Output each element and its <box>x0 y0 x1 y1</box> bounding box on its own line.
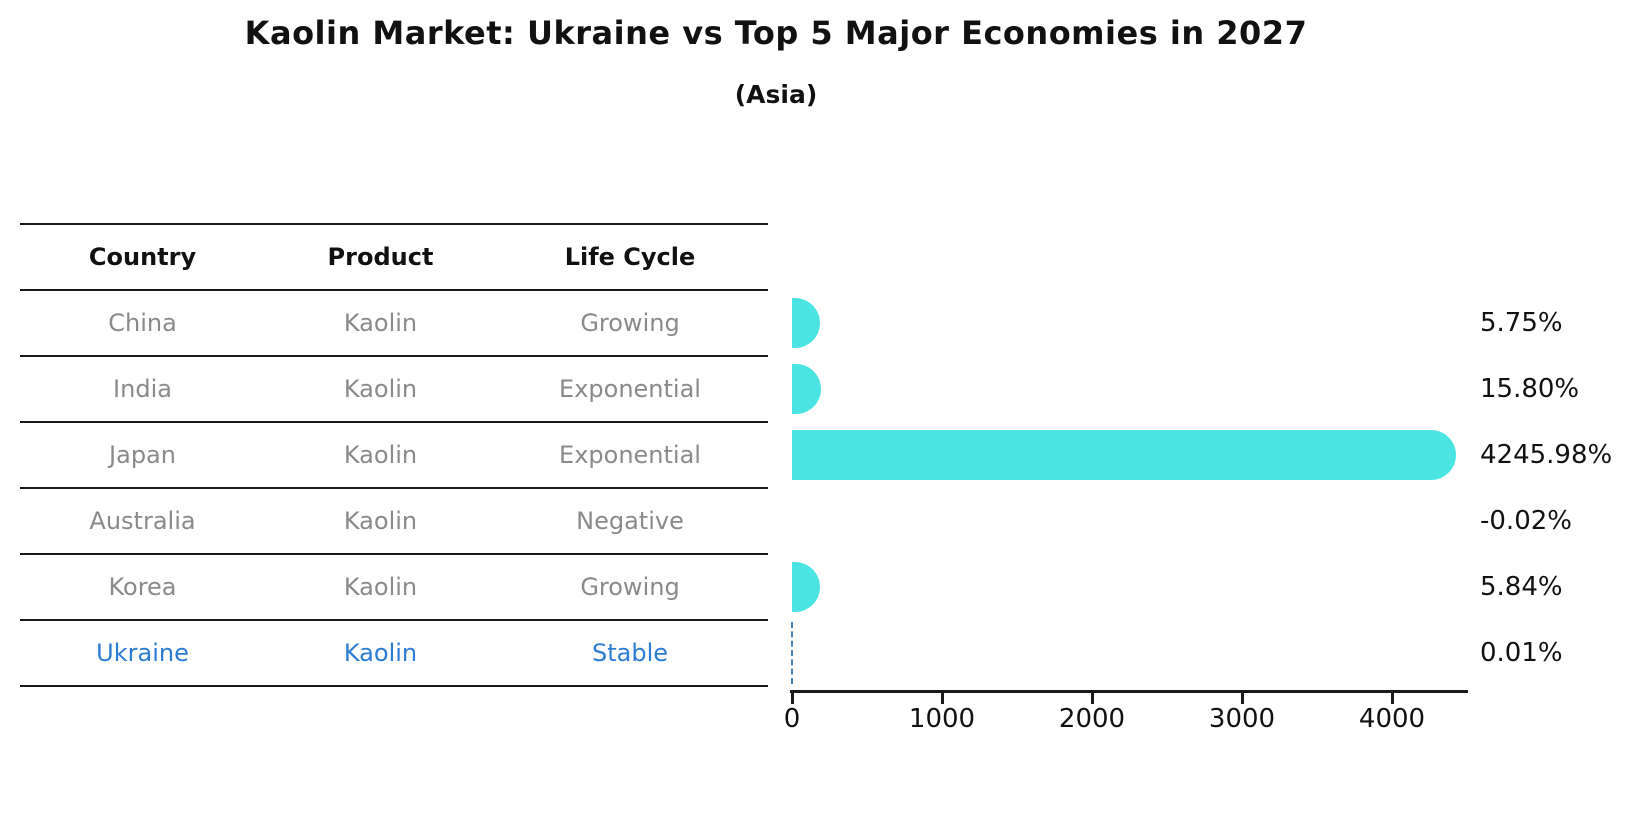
table-rule-bottom <box>20 685 768 687</box>
x-axis-tick-label: 1000 <box>908 704 976 734</box>
table-cell-country: Australia <box>89 507 196 535</box>
x-axis-tick <box>941 693 944 704</box>
value-label-china: 5.75% <box>1480 308 1563 338</box>
table-header-country: Country <box>88 243 197 271</box>
table-rule <box>20 421 768 423</box>
x-axis-tick <box>1091 693 1094 704</box>
table-rule-header <box>20 289 768 291</box>
table-cell-product: Kaolin <box>343 309 418 337</box>
table-rule <box>20 619 768 621</box>
table-rule <box>20 553 768 555</box>
bar-japan <box>792 430 1456 480</box>
table-cell-life-cycle: Growing <box>580 573 680 601</box>
table-cell-life-cycle: Growing <box>580 309 680 337</box>
table-header-product: Product <box>327 243 434 271</box>
x-axis-tick-label: 4000 <box>1358 704 1426 734</box>
x-axis-tick-label: 2000 <box>1058 704 1126 734</box>
table-rule <box>20 355 768 357</box>
ukraine-zero-marker <box>791 622 793 684</box>
chart-subtitle: (Asia) <box>734 80 818 109</box>
chart-title: Kaolin Market: Ukraine vs Top 5 Major Ec… <box>244 14 1308 52</box>
x-axis-tick <box>1241 693 1244 704</box>
table-cell-country: India <box>113 375 172 403</box>
table-cell-country-highlighted: Ukraine <box>96 639 189 667</box>
table-cell-country: China <box>108 309 177 337</box>
bar-india <box>792 364 822 414</box>
value-label-ukraine: 0.01% <box>1480 638 1563 668</box>
table-cell-product: Kaolin <box>343 441 418 469</box>
table-header-life-cycle: Life Cycle <box>564 243 696 271</box>
table-rule <box>20 487 768 489</box>
table-cell-life-cycle: Exponential <box>559 375 701 403</box>
table-cell-product: Kaolin <box>343 507 418 535</box>
value-label-india: 15.80% <box>1480 374 1580 404</box>
table-cell-product: Kaolin <box>343 573 418 601</box>
x-axis-tick-label: 0 <box>783 704 801 734</box>
bar-korea <box>792 562 820 612</box>
table-rule-top <box>20 223 768 225</box>
table-cell-life-cycle: Exponential <box>559 441 701 469</box>
x-axis-tick-label: 3000 <box>1208 704 1276 734</box>
table-cell-product: Kaolin <box>343 375 418 403</box>
value-label-australia: -0.02% <box>1480 506 1572 536</box>
value-label-korea: 5.84% <box>1480 572 1563 602</box>
table-cell-life-cycle: Negative <box>576 507 684 535</box>
x-axis-tick <box>1391 693 1394 704</box>
table-cell-product-highlighted: Kaolin <box>343 639 418 667</box>
table-cell-country: Japan <box>109 441 176 469</box>
table-cell-country: Korea <box>108 573 177 601</box>
x-axis-line <box>790 690 1468 693</box>
table-cell-life-cycle-highlighted: Stable <box>591 639 669 667</box>
value-label-japan: 4245.98% <box>1480 440 1613 470</box>
bar-china <box>792 298 820 348</box>
x-axis-tick <box>791 693 794 704</box>
